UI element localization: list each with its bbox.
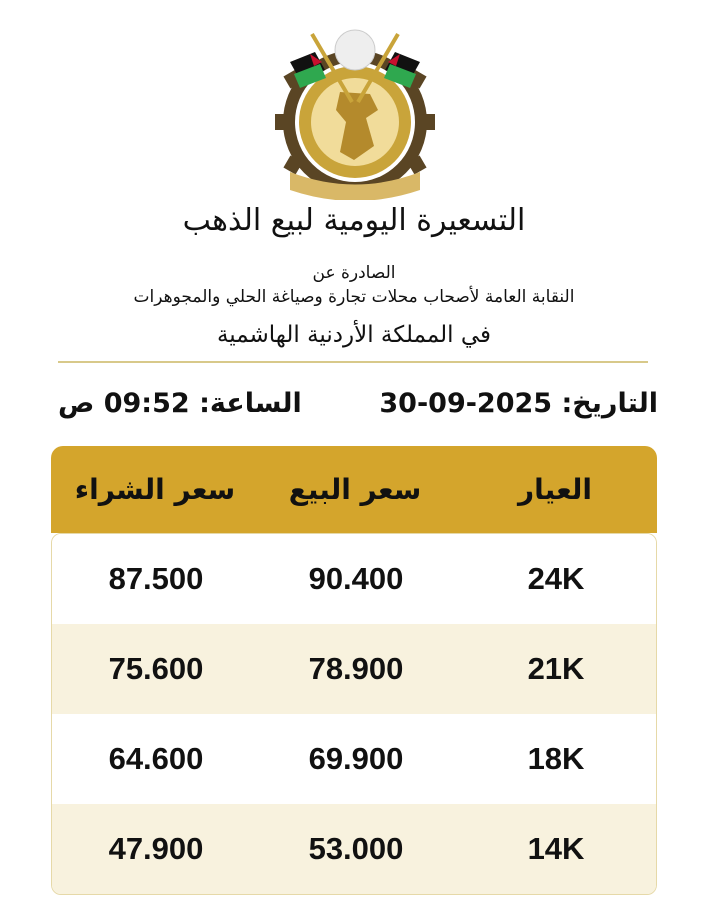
table-row: 14K 53.000 47.900: [52, 804, 656, 894]
karat-cell: 18K: [527, 741, 585, 776]
time-value: 09:52 ص: [58, 388, 190, 419]
union-logo: [270, 22, 440, 201]
column-header-karat: العيار: [518, 473, 592, 506]
page-title: التسعيرة اليومية لبيع الذهب: [182, 203, 526, 238]
sell-price-cell: 53.000: [308, 831, 404, 866]
table-row: 18K 69.900 64.600: [52, 714, 656, 804]
karat-cell: 21K: [527, 651, 585, 686]
buy-price-cell: 47.900: [108, 831, 204, 866]
date-field: التاريخ: 30-09-2025: [379, 388, 658, 419]
sell-price-cell: 69.900: [308, 741, 404, 776]
gold-price-table: العيار سعر البيع سعر الشراء 24K 90.400 8…: [51, 446, 657, 895]
diamond-icon: [334, 29, 376, 71]
time-field: الساعة: 09:52 ص: [58, 388, 302, 419]
logo-banner: [290, 172, 420, 201]
date-value: 30-09-2025: [379, 388, 553, 419]
sell-price-cell: 90.400: [308, 561, 404, 596]
time-label: الساعة:: [199, 388, 302, 419]
table-header: العيار سعر البيع سعر الشراء: [51, 446, 657, 533]
column-header-buy: سعر الشراء: [74, 473, 236, 506]
table-row: 24K 90.400 87.500: [52, 534, 656, 624]
table-body: 24K 90.400 87.500 21K 78.900 75.600 18K …: [51, 533, 657, 895]
buy-price-cell: 64.600: [108, 741, 204, 776]
buy-price-cell: 75.600: [108, 651, 204, 686]
issued-by-label: الصادرة عن: [312, 263, 396, 283]
table-row: 21K 78.900 75.600: [52, 624, 656, 714]
karat-cell: 24K: [527, 561, 585, 596]
date-label: التاريخ:: [561, 388, 659, 419]
karat-cell: 14K: [527, 831, 585, 866]
column-header-sell: سعر البيع: [288, 473, 422, 506]
sell-price-cell: 78.900: [308, 651, 404, 686]
buy-price-cell: 87.500: [108, 561, 204, 596]
issuer-name: النقابة العامة لأصحاب محلات تجارة وصياغة…: [133, 287, 575, 307]
country-name: في المملكة الأردنية الهاشمية: [216, 322, 492, 348]
jordan-map-icon: [336, 92, 378, 160]
divider: [58, 361, 648, 363]
